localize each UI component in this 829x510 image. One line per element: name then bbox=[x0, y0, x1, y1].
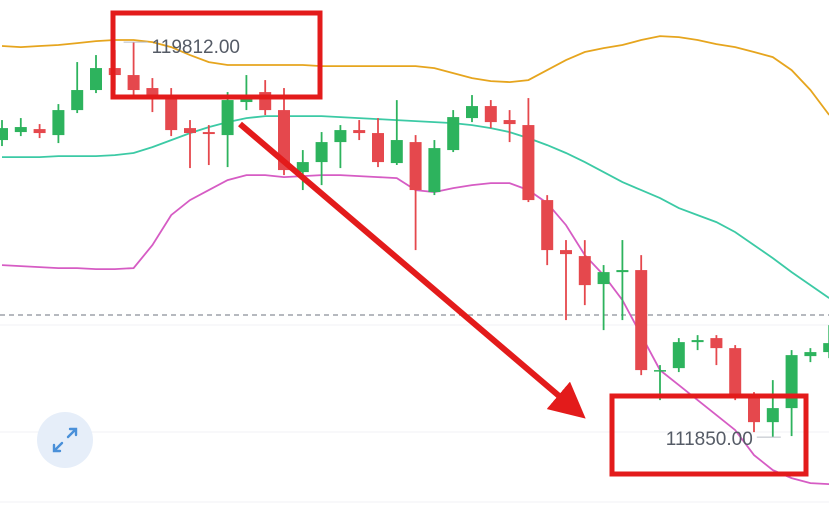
candle-body bbox=[184, 128, 196, 134]
candle-body bbox=[372, 133, 384, 163]
expand-icon[interactable] bbox=[52, 427, 78, 453]
candle-body bbox=[654, 370, 666, 372]
candle-body bbox=[616, 270, 629, 273]
candle-body bbox=[635, 270, 648, 371]
candle-body bbox=[90, 68, 102, 91]
candle-body bbox=[71, 90, 84, 111]
candle-body bbox=[823, 343, 829, 353]
plot-layer: 119812.00 111850.00 bbox=[0, 35, 829, 485]
candle-body bbox=[52, 110, 65, 136]
candle-body bbox=[804, 352, 817, 357]
candle-body bbox=[691, 340, 704, 343]
background-grid bbox=[0, 324, 829, 503]
candle-body bbox=[484, 106, 497, 123]
candle-body bbox=[296, 162, 309, 173]
band-line bbox=[1, 35, 829, 116]
low-label: 111850.00 bbox=[666, 429, 753, 450]
candle-body bbox=[710, 338, 723, 349]
candle-body bbox=[447, 117, 460, 151]
candle-body bbox=[146, 88, 159, 96]
trend-arrow bbox=[238, 121, 586, 419]
candle-body bbox=[672, 342, 685, 369]
high-label: 119812.00 bbox=[152, 37, 240, 58]
candle-body bbox=[428, 148, 441, 193]
candle-body bbox=[14, 127, 27, 133]
candle-body bbox=[221, 100, 234, 136]
candle-body bbox=[390, 140, 403, 164]
candle-body bbox=[165, 95, 178, 131]
candle-body bbox=[33, 129, 46, 134]
highlight-box bbox=[609, 393, 809, 477]
candle-body bbox=[315, 142, 328, 163]
expand-button[interactable] bbox=[37, 412, 93, 468]
candle-body bbox=[785, 355, 798, 409]
candle-body bbox=[409, 142, 422, 191]
candle-body bbox=[127, 75, 140, 91]
candle-body bbox=[748, 395, 760, 423]
candle-body bbox=[560, 250, 572, 255]
candle-body bbox=[541, 200, 554, 251]
candle-body bbox=[0, 128, 8, 141]
candle-body bbox=[202, 132, 215, 135]
candle-body bbox=[466, 106, 478, 119]
candle-body bbox=[353, 130, 366, 134]
candle-body bbox=[522, 125, 535, 201]
candle-body bbox=[334, 130, 347, 143]
candle-body bbox=[240, 98, 253, 103]
band-line bbox=[2, 115, 829, 299]
candle-body bbox=[578, 256, 591, 286]
candle-body bbox=[729, 348, 742, 396]
candle-body bbox=[503, 120, 516, 125]
highlight-box bbox=[110, 10, 323, 100]
candle-body bbox=[766, 408, 779, 423]
annotation-overlay bbox=[110, 10, 809, 477]
expand-button-bg[interactable] bbox=[37, 412, 93, 468]
candle-body bbox=[597, 272, 610, 285]
